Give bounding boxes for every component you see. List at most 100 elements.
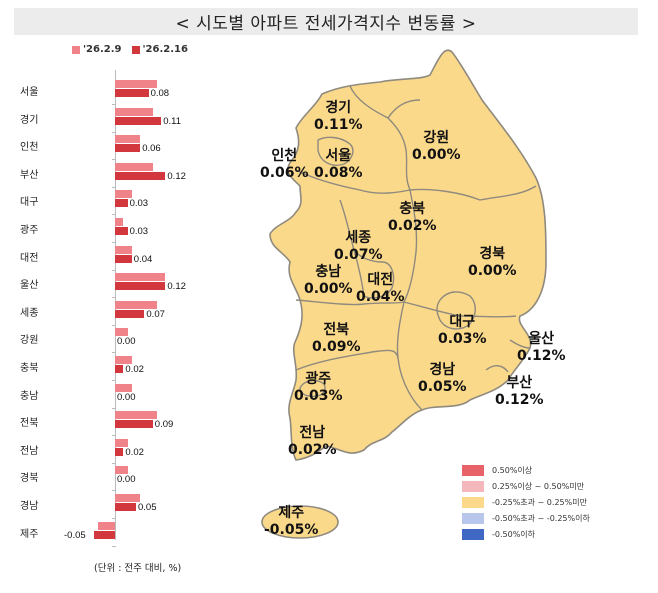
category-label: 대전: [20, 252, 39, 264]
region-name: 인천: [271, 148, 298, 164]
region-name: 경기: [325, 100, 352, 116]
data-label: 0.00: [117, 391, 136, 403]
axis-tick: [112, 545, 116, 547]
axis-tick: [112, 462, 116, 464]
region-label: 충북 0.02%: [388, 201, 437, 235]
data-label: 0.04: [133, 253, 153, 265]
bar-prev: [115, 356, 132, 364]
bar-curr: [115, 254, 132, 263]
category-label: 제주: [20, 528, 39, 540]
region-label: 강원 0.00%: [412, 130, 461, 164]
bar-row: 전남 0.02: [0, 437, 200, 465]
bar-prev: [115, 135, 141, 144]
axis-tick: [112, 186, 116, 188]
legend-swatch-prev: [72, 45, 80, 54]
region-name: 강원: [423, 130, 450, 146]
bar-prev: [115, 328, 128, 337]
data-label: -0.05: [64, 529, 86, 541]
legend-swatch: [462, 528, 484, 540]
legend-swatch: [462, 512, 484, 524]
region-label: 광주 0.03%: [294, 371, 343, 405]
region-value: 0.12%: [517, 348, 566, 364]
region-label: 부산 0.12%: [495, 375, 544, 409]
map-legend-item: -0.50%이하: [462, 526, 590, 542]
bar-curr: [115, 282, 166, 291]
bar-row: 부산 0.12: [0, 161, 200, 189]
region-name: 충북: [399, 201, 426, 217]
bar-curr: [115, 89, 149, 97]
bar-curr: [115, 503, 136, 511]
data-label: 0.05: [138, 502, 157, 513]
category-label: 울산: [20, 280, 39, 292]
category-label: 충북: [20, 363, 39, 374]
region-name: 대전: [367, 272, 394, 288]
bar-row: 경남 0.05: [0, 492, 200, 520]
category-label: 전남: [20, 445, 39, 457]
bar-row: 경기 0.11: [0, 106, 200, 134]
bar-curr: [115, 365, 124, 373]
bar-row: 대전 0.04: [0, 244, 200, 272]
region-value: 0.03%: [294, 388, 343, 404]
axis-tick: [112, 435, 116, 437]
category-label: 충남: [20, 390, 39, 402]
data-label: 0.07: [146, 308, 165, 320]
data-label: 0.06: [142, 143, 161, 155]
region-value: 0.03%: [438, 331, 487, 347]
axis-tick: [112, 490, 116, 492]
region-value: 0.06%: [260, 165, 309, 181]
region-label: 울산 0.12%: [517, 331, 566, 365]
region-value: 0.02%: [288, 442, 337, 458]
region-value: -0.05%: [264, 522, 319, 538]
bar-row: 대구 0.03: [0, 188, 200, 216]
region-name: 서울: [325, 148, 352, 164]
legend-text: -0.25%초과 ~ 0.25%미만: [492, 497, 587, 507]
bar-row: 제주 -0.05: [0, 520, 200, 548]
data-label: 0.02: [125, 446, 144, 458]
legend-label-curr: '26.2.16: [142, 44, 188, 55]
axis-tick: [112, 352, 116, 354]
region-label: 전남 0.02%: [288, 425, 337, 459]
bar-row: 서울 0.08: [0, 78, 200, 106]
category-label: 경북: [20, 473, 39, 485]
data-label: 0.00: [117, 474, 136, 486]
bar-prev: [115, 383, 132, 392]
legend-swatch: [462, 480, 484, 492]
region-value: 0.07%: [334, 247, 383, 263]
bar-row: 전북 0.09: [0, 409, 200, 437]
data-label: 0.03: [129, 226, 149, 237]
axis-tick: [112, 242, 116, 243]
bar-legend: '26.2.9 '26.2.16: [72, 44, 188, 55]
region-name: 광주: [305, 371, 332, 387]
axis-tick: [112, 407, 116, 409]
bar-prev: [115, 107, 153, 116]
bar-prev: [115, 438, 128, 447]
region-value: 0.00%: [304, 281, 353, 297]
region-name: 부산: [506, 375, 533, 391]
region-label: 충남 0.00%: [304, 264, 353, 298]
data-label: 0.08: [150, 88, 170, 99]
legend-swatch-curr: [131, 45, 140, 54]
bar-prev: [115, 245, 132, 254]
data-label: 0.03: [129, 198, 149, 210]
bar-prev: [115, 466, 128, 475]
category-label: 대구: [20, 197, 39, 209]
region-name: 경북: [479, 246, 506, 262]
region-name: 전남: [299, 425, 326, 441]
region-value: 0.12%: [495, 392, 544, 408]
region-value: 0.08%: [314, 165, 363, 181]
bar-prev: [115, 273, 166, 282]
legend-text: 0.25%이상 ~ 0.50%미만: [492, 481, 585, 491]
bar-curr: [115, 199, 128, 208]
legend-label-prev: '26.2.9: [83, 44, 122, 55]
bar-row: 인천 0.06: [0, 133, 200, 161]
category-label: 인천: [20, 142, 39, 154]
region-name: 경남: [429, 362, 456, 378]
category-label: 전북: [20, 418, 39, 430]
map-legend-item: -0.50%초과 ~ -0.25%이하: [462, 510, 590, 526]
axis-tick: [112, 269, 116, 271]
region-label: 대전 0.04%: [356, 272, 405, 306]
region-label: 서울 0.08%: [314, 148, 363, 182]
axis-tick: [112, 159, 116, 161]
bar-prev: [115, 190, 132, 199]
axis-tick: [112, 297, 116, 299]
